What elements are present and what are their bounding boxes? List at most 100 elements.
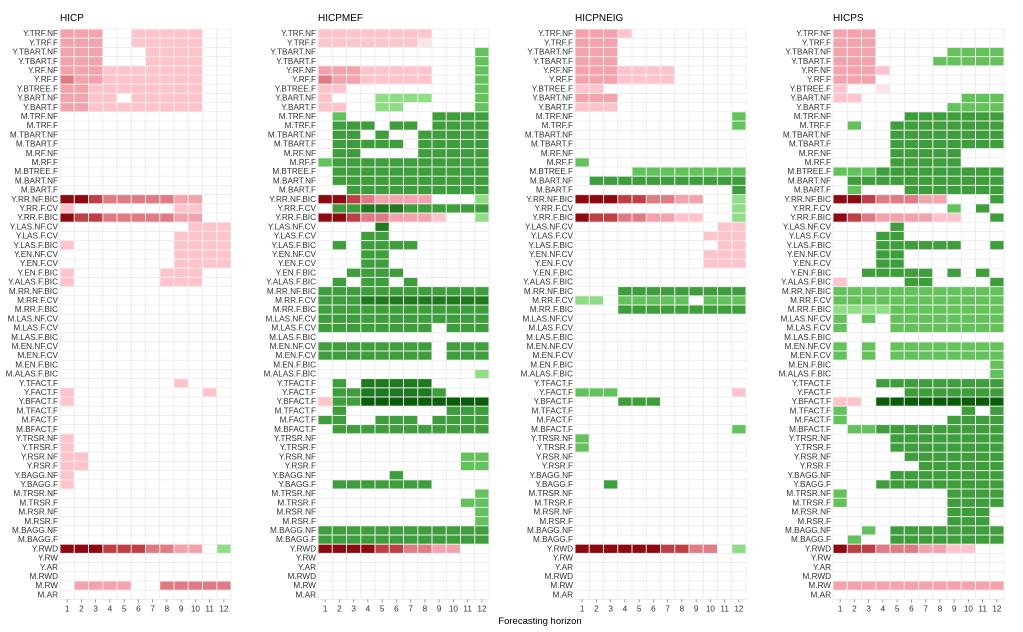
heatmap-cell [904,305,918,314]
heatmap-cell [361,314,375,323]
heatmap-cell [862,544,876,553]
heatmap-cell [961,139,975,149]
heatmap-cell [332,66,346,75]
heatmap-cell [461,139,475,149]
heatmap-cell [961,461,975,471]
heatmap-cell [876,250,890,259]
heatmap-cell [618,287,632,296]
x-tick-label: 11 [463,604,472,613]
heatmap-cell [933,149,947,158]
heatmap-cell [160,268,174,277]
heatmap-cell [833,305,847,314]
row-label: M.BART.NF [788,176,831,185]
heatmap-cell [933,121,947,130]
row-label: M.TRF.NF [279,112,316,121]
row-label: M.AR [296,590,317,599]
row-label: Y.LAS.NF.CV [783,222,832,231]
heatmap-cell [375,296,389,305]
row-label: Y.TRSR.NF [531,434,573,443]
heatmap-cell [332,480,346,489]
row-label: Y.TFACT.F [19,379,58,388]
heatmap-cell [876,544,890,553]
heatmap-cell [60,434,74,443]
heatmap-cell [418,535,432,544]
heatmap-cell [862,425,876,434]
heatmap-cell [131,75,145,84]
x-tick-label: 7 [665,604,670,613]
row-label: M.BART.F [794,186,831,195]
heatmap-cell [904,480,918,489]
heatmap-cell [947,434,961,443]
heatmap-cell [732,176,746,185]
heatmap-cell [318,287,332,296]
heatmap-cell [961,581,975,590]
heatmap-cell [404,379,418,388]
row-label: Y.TRF.NF [281,29,316,38]
heatmap-cell [904,452,918,461]
x-tick-label: 4 [366,604,371,613]
heatmap-cell [990,498,1004,507]
heatmap-cell [174,379,188,388]
heatmap-cell [332,526,346,535]
heatmap-cell [188,213,202,222]
row-label: Y.RF.NF [543,66,573,75]
heatmap-cell [146,66,160,75]
heatmap-cell [418,29,432,38]
heatmap-cell [60,443,74,452]
heatmap-cell [203,259,217,268]
heatmap-cell [332,241,346,250]
row-label: Y.EN.F.CV [535,259,574,268]
heatmap-cell [990,139,1004,149]
heatmap-cell [404,121,418,130]
heatmap-cell [475,103,489,112]
heatmap-cell [575,29,589,38]
heatmap-cell [575,84,589,93]
heatmap-cell [461,287,475,296]
x-tick-label: 12 [992,604,1002,613]
row-label: M.TBART.F [531,140,573,149]
row-label: Y.TRF.F [802,38,831,47]
heatmap-cell [990,130,1004,139]
heatmap-cell [833,29,847,38]
heatmap-cell [332,415,346,425]
x-tick-label: 12 [477,604,487,613]
heatmap-cell [174,544,188,553]
heatmap-cell [632,195,646,204]
heatmap-cell [188,66,202,75]
row-label: Y.ALAS.F.BIC [8,278,58,287]
heatmap-cell [89,29,103,38]
heatmap-cell [919,471,933,480]
heatmap-cell [961,517,975,526]
row-label: M.BAGG.NF [270,526,316,535]
heatmap-cell [475,75,489,84]
heatmap-cell [862,75,876,84]
heatmap-cell [174,195,188,204]
heatmap-cell [347,425,361,434]
row-label: Y.RR.NF.BIC [11,195,58,204]
heatmap-cell [833,296,847,305]
heatmap-cell [646,213,660,222]
row-label: Y.TFACT.F [277,379,316,388]
heatmap-cell [933,195,947,204]
row-label: M.TRF.NF [536,112,573,121]
x-tick-label: 10 [191,604,201,613]
heatmap-cell [933,397,947,406]
heatmap-cell [446,323,460,333]
heatmap-cell [475,112,489,121]
heatmap-cell [833,415,847,425]
row-label: M.RR.F.CV [790,296,831,305]
heatmap-cell [103,103,117,112]
heatmap-cell [904,287,918,296]
heatmap-cell [961,112,975,121]
heatmap-cell [919,112,933,121]
row-label: Y.EN.F.BIC [533,268,573,277]
heatmap-cell [361,296,375,305]
x-tick-label: 5 [895,604,900,613]
heatmap-cell [876,379,890,388]
heatmap-cell [847,185,861,195]
heatmap-cell [732,296,746,305]
heatmap-cell [732,121,746,130]
row-label: M.AR [553,590,574,599]
x-tick-label: 1 [580,604,585,613]
heatmap-cell [446,149,460,158]
